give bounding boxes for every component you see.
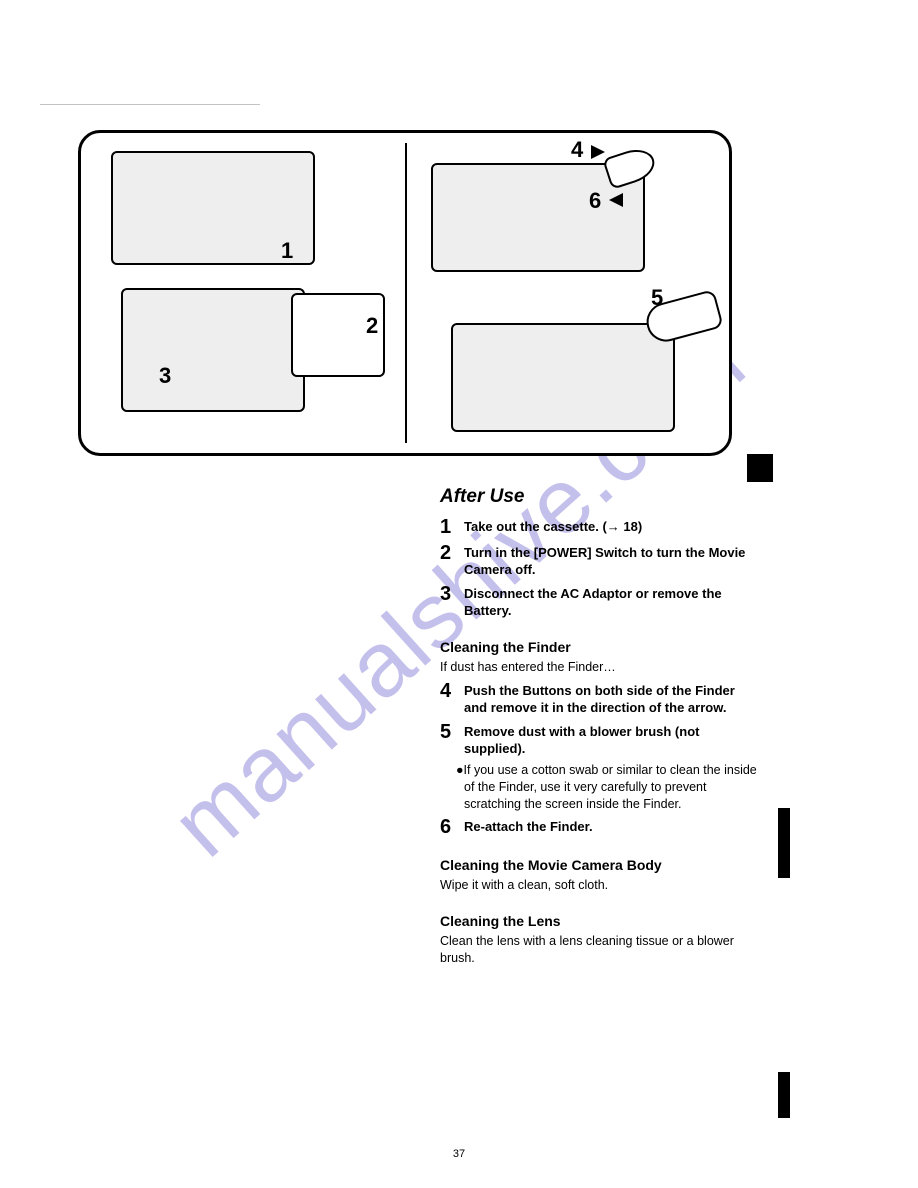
bullet-note: ●If you use a cotton swab or similar to …: [440, 762, 760, 813]
step-number: 1: [440, 516, 464, 538]
step-row: 3 Disconnect the AC Adaptor or remove th…: [440, 583, 760, 620]
step-text: Take out the cassette. (→ 18): [464, 516, 642, 536]
arrow-icon: [591, 145, 605, 159]
step-row: 2 Turn in the [POWER] Switch to turn the…: [440, 542, 760, 579]
scan-edge-mark: [778, 1072, 790, 1118]
step-text: Push the Buttons on both side of the Fin…: [464, 680, 760, 717]
callout-3: 3: [159, 363, 171, 389]
step-text: Disconnect the AC Adaptor or remove the …: [464, 583, 760, 620]
step-row: 1 Take out the cassette. (→ 18): [440, 516, 760, 538]
intro-text: If dust has entered the Finder…: [440, 659, 760, 676]
callout-5: 5: [651, 285, 663, 311]
body-text: Wipe it with a clean, soft cloth.: [440, 877, 760, 894]
scan-edge-mark: [778, 808, 790, 878]
step-number: 6: [440, 816, 464, 838]
illustration-panel: 1 2 3 4 5 6: [78, 130, 732, 456]
step-number: 3: [440, 583, 464, 605]
callout-1: 1: [281, 238, 293, 264]
manual-page: manualshive.com 1 2 3 4 5 6 After Use 1 …: [0, 0, 918, 1188]
index-tab: [747, 454, 773, 482]
step-number: 2: [440, 542, 464, 564]
heading-cleaning-lens: Cleaning the Lens: [440, 912, 760, 931]
content-column: After Use 1 Take out the cassette. (→ 18…: [440, 484, 760, 967]
step-text: Turn in the [POWER] Switch to turn the M…: [464, 542, 760, 579]
heading-cleaning-body: Cleaning the Movie Camera Body: [440, 856, 760, 875]
callout-6: 6: [589, 188, 601, 214]
body-text: Clean the lens with a lens cleaning tiss…: [440, 933, 760, 967]
callout-4: 4: [571, 137, 583, 163]
camera-drawing-2: [121, 288, 305, 412]
step-row: 6 Re-attach the Finder.: [440, 816, 760, 838]
step-row: 5 Remove dust with a blower brush (not s…: [440, 721, 760, 758]
arrow-icon: [609, 193, 623, 207]
step-text: Re-attach the Finder.: [464, 816, 593, 836]
step-row: 4 Push the Buttons on both side of the F…: [440, 680, 760, 717]
section-title-after-use: After Use: [440, 484, 760, 510]
page-number: 37: [0, 1148, 918, 1160]
callout-2: 2: [366, 313, 378, 339]
step-number: 4: [440, 680, 464, 702]
illustration-divider: [405, 143, 407, 443]
scan-artifact: [40, 90, 260, 105]
step-text: Remove dust with a blower brush (not sup…: [464, 721, 760, 758]
camera-drawing-4: [451, 323, 675, 432]
heading-cleaning-finder: Cleaning the Finder: [440, 638, 760, 657]
eyepiece-drawing: [602, 144, 658, 190]
step-number: 5: [440, 721, 464, 743]
